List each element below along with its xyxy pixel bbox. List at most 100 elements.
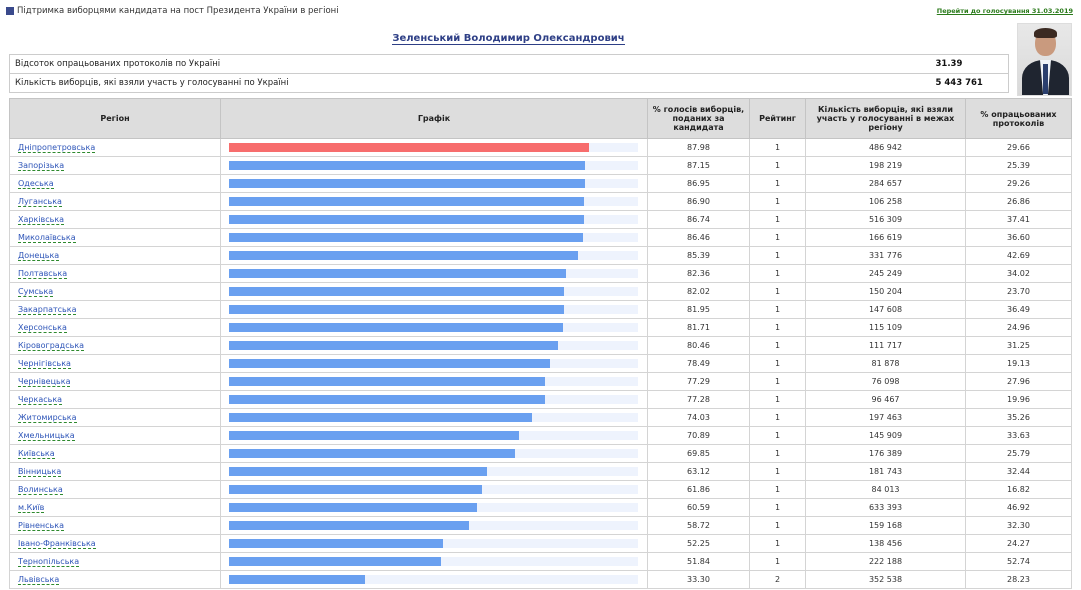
voters-cell: 633 393 — [805, 498, 966, 517]
table-row: Тернопільська 51.84 1 222 188 52.74 — [9, 552, 1072, 571]
region-link[interactable]: Хмельницька — [18, 431, 75, 441]
processed-cell: 19.13 — [965, 354, 1072, 373]
percent-cell: 85.39 — [647, 246, 750, 265]
region-link[interactable]: Львівська — [18, 575, 60, 585]
processed-cell: 19.96 — [965, 390, 1072, 409]
bar-track — [229, 413, 638, 422]
region-link[interactable]: Вінницька — [18, 467, 62, 477]
col-rating[interactable]: Рейтинг — [749, 98, 806, 139]
bar-track — [229, 377, 638, 386]
region-link[interactable]: Полтавська — [18, 269, 68, 279]
region-link[interactable]: м.Київ — [18, 503, 45, 513]
region-link[interactable]: Одеська — [18, 179, 54, 189]
region-cell: Миколаївська — [9, 228, 221, 247]
region-link[interactable]: Чернівецька — [18, 377, 71, 387]
voters-cell: 198 219 — [805, 156, 966, 175]
region-link[interactable]: Чернігівська — [18, 359, 71, 369]
table-row: Львівська 33.30 2 352 538 28.23 — [9, 570, 1072, 589]
chart-cell — [220, 336, 648, 355]
region-link[interactable]: Київська — [18, 449, 55, 459]
bar-fill — [229, 305, 565, 314]
region-link[interactable]: Запорізька — [18, 161, 65, 171]
table-row: Луганська 86.90 1 106 258 26.86 — [9, 192, 1072, 211]
rating-cell: 1 — [749, 228, 806, 247]
bar-track — [229, 287, 638, 296]
rating-cell: 1 — [749, 282, 806, 301]
bar-fill — [229, 431, 519, 440]
col-voters[interactable]: Кількість виборців, які взяли участь у г… — [805, 98, 966, 139]
region-link[interactable]: Тернопільська — [18, 557, 80, 567]
table-row: Харківська 86.74 1 516 309 37.41 — [9, 210, 1072, 229]
bar-track — [229, 197, 638, 206]
processed-cell: 25.79 — [965, 444, 1072, 463]
table-row: Волинська 61.86 1 84 013 16.82 — [9, 480, 1072, 499]
region-link[interactable]: Дніпропетровська — [18, 143, 96, 153]
rating-cell: 1 — [749, 192, 806, 211]
region-cell: Полтавська — [9, 264, 221, 283]
percent-cell: 81.71 — [647, 318, 750, 337]
voters-cell: 245 249 — [805, 264, 966, 283]
bar-track — [229, 521, 638, 530]
chart-cell — [220, 318, 648, 337]
chart-cell — [220, 138, 648, 157]
go-to-voting-link[interactable]: Перейти до голосування 31.03.2019 — [936, 7, 1073, 15]
processed-cell: 52.74 — [965, 552, 1072, 571]
region-link[interactable]: Кіровоградська — [18, 341, 85, 351]
region-link[interactable]: Донецька — [18, 251, 60, 261]
percent-cell: 70.89 — [647, 426, 750, 445]
bar-track — [229, 557, 638, 566]
chart-cell — [220, 372, 648, 391]
processed-cell: 31.25 — [965, 336, 1072, 355]
region-link[interactable]: Харківська — [18, 215, 65, 225]
chart-cell — [220, 210, 648, 229]
region-link[interactable]: Черкаська — [18, 395, 63, 405]
bar-track — [229, 503, 638, 512]
rating-cell: 1 — [749, 210, 806, 229]
region-cell: м.Київ — [9, 498, 221, 517]
bar-fill — [229, 449, 515, 458]
table-row: Кіровоградська 80.46 1 111 717 31.25 — [9, 336, 1072, 355]
table-row: Донецька 85.39 1 331 776 42.69 — [9, 246, 1072, 265]
rating-cell: 1 — [749, 174, 806, 193]
percent-cell: 60.59 — [647, 498, 750, 517]
voters-cell: 115 109 — [805, 318, 966, 337]
region-link[interactable]: Житомирська — [18, 413, 77, 423]
photo-hair — [1034, 28, 1057, 38]
col-processed[interactable]: % опрацьованих протоколів — [965, 98, 1072, 139]
chart-cell — [220, 174, 648, 193]
voters-cell: 331 776 — [805, 246, 966, 265]
voters-cell: 166 619 — [805, 228, 966, 247]
region-link[interactable]: Сумська — [18, 287, 54, 297]
chart-cell — [220, 156, 648, 175]
regions-table: Регіон Графік % голосів виборців, подани… — [9, 98, 1072, 589]
rating-cell: 1 — [749, 552, 806, 571]
col-percent[interactable]: % голосів виборців, поданих за кандидата — [647, 98, 750, 139]
summary-label: Кількість виборців, які взяли участь у г… — [9, 73, 876, 93]
bar-fill — [229, 359, 551, 368]
bar-fill — [229, 287, 565, 296]
region-link[interactable]: Закарпатська — [18, 305, 77, 315]
chart-cell — [220, 426, 648, 445]
bar-fill — [229, 179, 585, 188]
summary-value: 31.39 — [875, 54, 1009, 74]
region-link[interactable]: Волинська — [18, 485, 63, 495]
col-region[interactable]: Регіон — [9, 98, 221, 139]
table-row: Полтавська 82.36 1 245 249 34.02 — [9, 264, 1072, 283]
region-cell: Київська — [9, 444, 221, 463]
percent-cell: 86.90 — [647, 192, 750, 211]
rating-cell: 1 — [749, 444, 806, 463]
bar-track — [229, 485, 638, 494]
region-link[interactable]: Луганська — [18, 197, 62, 207]
region-link[interactable]: Рівненська — [18, 521, 64, 531]
rating-cell: 1 — [749, 498, 806, 517]
table-header-row: Регіон Графік % голосів виборців, подани… — [9, 98, 1072, 139]
region-link[interactable]: Івано-Франківська — [18, 539, 96, 549]
region-link[interactable]: Миколаївська — [18, 233, 76, 243]
region-cell: Донецька — [9, 246, 221, 265]
region-cell: Житомирська — [9, 408, 221, 427]
percent-cell: 33.30 — [647, 570, 750, 589]
table-row: Одеська 86.95 1 284 657 29.26 — [9, 174, 1072, 193]
processed-cell: 25.39 — [965, 156, 1072, 175]
region-link[interactable]: Херсонська — [18, 323, 67, 333]
candidate-name-heading: Зеленський Володимир Олександрович — [0, 33, 1017, 45]
